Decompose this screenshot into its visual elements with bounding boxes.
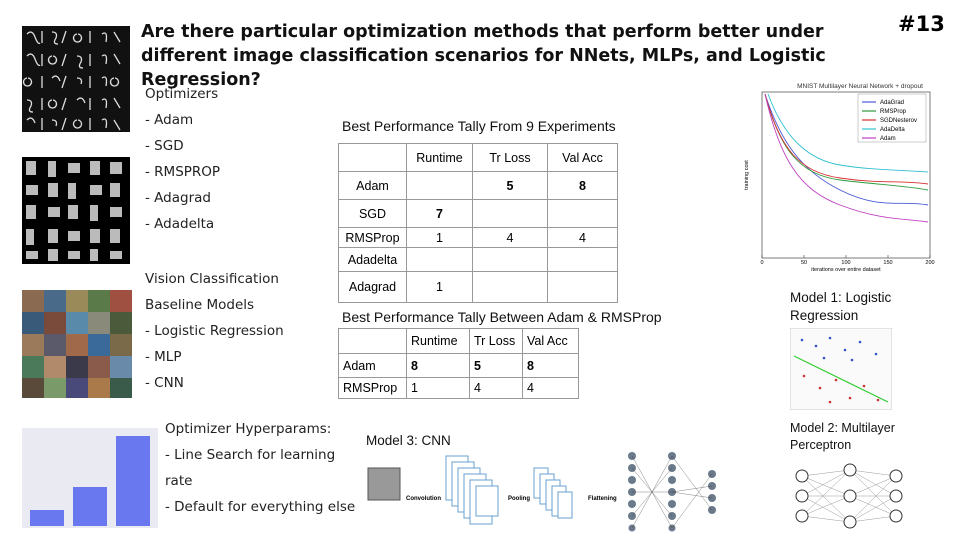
hyperparam-list: Optimizer Hyperparams: - Line Search for… xyxy=(165,416,355,520)
table-caption: Best Performance Tally Between Adam & RM… xyxy=(342,309,662,325)
table-header: Val Acc xyxy=(547,143,618,172)
vision-list: Vision Classification Baseline Models - … xyxy=(145,266,284,396)
table-cell xyxy=(472,247,548,272)
table-row: SGD 7 xyxy=(338,199,618,228)
inset-chart: MNIST Multilayer Neural Network + dropou… xyxy=(744,83,935,272)
row-label: SGD xyxy=(338,199,407,228)
inset-x-label: iterations over entire dataset xyxy=(811,267,881,272)
model-label: Model 2: Multilayer Perceptron xyxy=(790,421,895,452)
table-cell: 1 xyxy=(406,271,473,303)
cnn-label: Flattening xyxy=(588,496,617,502)
list-item: - Adam xyxy=(145,112,194,128)
table-cell xyxy=(338,143,407,172)
table-cell: 1 xyxy=(406,227,473,248)
table-cell: 7 xyxy=(406,199,473,228)
table-row: Adam 8 5 8 xyxy=(338,353,579,378)
table-cell xyxy=(406,171,473,200)
table-header: Runtime xyxy=(406,143,473,172)
list-item: - RMSPROP xyxy=(145,164,221,180)
table-header: Val Acc xyxy=(522,328,579,354)
list-heading: Optimizer Hyperparams: xyxy=(165,421,332,437)
list-item: - Default for everything else xyxy=(165,499,356,515)
fashion-image xyxy=(22,157,130,264)
table-cell: 5 xyxy=(469,353,523,378)
legend-label: AdaDelta xyxy=(880,127,905,133)
table-cell xyxy=(547,247,618,272)
table-cell xyxy=(547,271,618,303)
slide-number: #13 xyxy=(898,12,945,36)
table-cell: 4 xyxy=(547,227,618,248)
table-cell: 8 xyxy=(406,353,470,378)
table-cell: 4 xyxy=(469,377,523,399)
x-tick-label: 100 xyxy=(841,260,850,266)
x-tick-label: 200 xyxy=(925,260,934,266)
list-item: - Logistic Regression xyxy=(145,323,284,339)
table-row: RMSProp 1 4 4 xyxy=(338,377,579,399)
table-cell: 8 xyxy=(522,353,579,378)
optimizer-list: Optimizers - Adam - SGD - RMSPROP - Adag… xyxy=(145,81,220,237)
row-label: Adagrad xyxy=(338,271,407,303)
legend-label: AdaGrad xyxy=(880,100,904,106)
model-label: Model 3: CNN xyxy=(366,433,451,448)
table-caption: Best Performance Tally From 9 Experiment… xyxy=(342,118,616,134)
cnn-label: Pooling xyxy=(508,496,530,502)
row-label: Adam xyxy=(338,353,407,378)
logistic-image xyxy=(790,328,892,410)
cnn-label: Convolution xyxy=(406,496,441,502)
table-cell xyxy=(547,199,618,228)
inset-y-label: training cost xyxy=(744,160,750,190)
tally-table: Runtime Tr Loss Val Acc Adam 5 8 SGD 7 RMSPro… xyxy=(338,143,618,303)
tally-table: Runtime Tr Loss Val Acc Adam 8 5 8 RMSProp 1 4… xyxy=(338,328,579,399)
table-row: RMSProp 1 4 4 xyxy=(338,227,618,248)
table-cell xyxy=(472,271,548,303)
table-row: Adadelta xyxy=(338,247,618,272)
row-label: Adam xyxy=(338,171,407,200)
list-item: - MLP xyxy=(145,349,182,365)
x-tick-label: 0 xyxy=(760,260,763,266)
legend-label: RMSProp xyxy=(880,109,907,115)
list-item: rate xyxy=(165,473,193,489)
table-row: Adam 5 8 xyxy=(338,171,618,200)
list-item: - SGD xyxy=(145,138,184,154)
x-tick-label: 150 xyxy=(883,260,892,266)
table-cell xyxy=(472,199,548,228)
slide-title: Are there particular optimization method… xyxy=(141,22,826,90)
model-label: Model 1: Logistic Regression xyxy=(790,290,892,323)
table-cell: 1 xyxy=(406,377,470,399)
hyperparam-bar-image xyxy=(22,428,158,528)
list-heading: Optimizers xyxy=(145,86,219,102)
mnist-image xyxy=(22,26,130,132)
list-item: - Adagrad xyxy=(145,190,211,206)
inset-title: MNIST Multilayer Neural Network + dropou… xyxy=(797,83,923,90)
row-label: RMSProp xyxy=(338,227,407,248)
table-header: Tr Loss xyxy=(469,328,523,354)
list-item: - Adadelta xyxy=(145,216,215,232)
table-cell: 4 xyxy=(472,227,548,248)
table-cell xyxy=(406,247,473,272)
legend-label: Adam xyxy=(880,136,896,142)
legend-label: SGDNesterov xyxy=(880,118,917,124)
cnn-image: Convolution Pooling Flattening xyxy=(367,452,716,532)
list-subheading: Baseline Models xyxy=(145,297,255,313)
cifar-image xyxy=(22,290,132,398)
x-tick-label: 50 xyxy=(801,260,807,266)
table-cell: 8 xyxy=(547,171,618,200)
row-label: RMSProp xyxy=(338,377,407,399)
list-heading: Vision Classification xyxy=(145,271,279,287)
table-cell: 5 xyxy=(472,171,548,200)
row-label: Adadelta xyxy=(338,247,407,272)
table-cell xyxy=(338,328,407,354)
table-cell: 4 xyxy=(522,377,579,399)
mlp-image xyxy=(795,463,903,529)
table-header: Tr Loss xyxy=(472,143,548,172)
list-item: - Line Search for learning xyxy=(165,447,336,463)
list-item: - CNN xyxy=(145,375,184,391)
table-row: Adagrad 1 xyxy=(338,271,618,303)
table-header: Runtime xyxy=(406,328,470,354)
